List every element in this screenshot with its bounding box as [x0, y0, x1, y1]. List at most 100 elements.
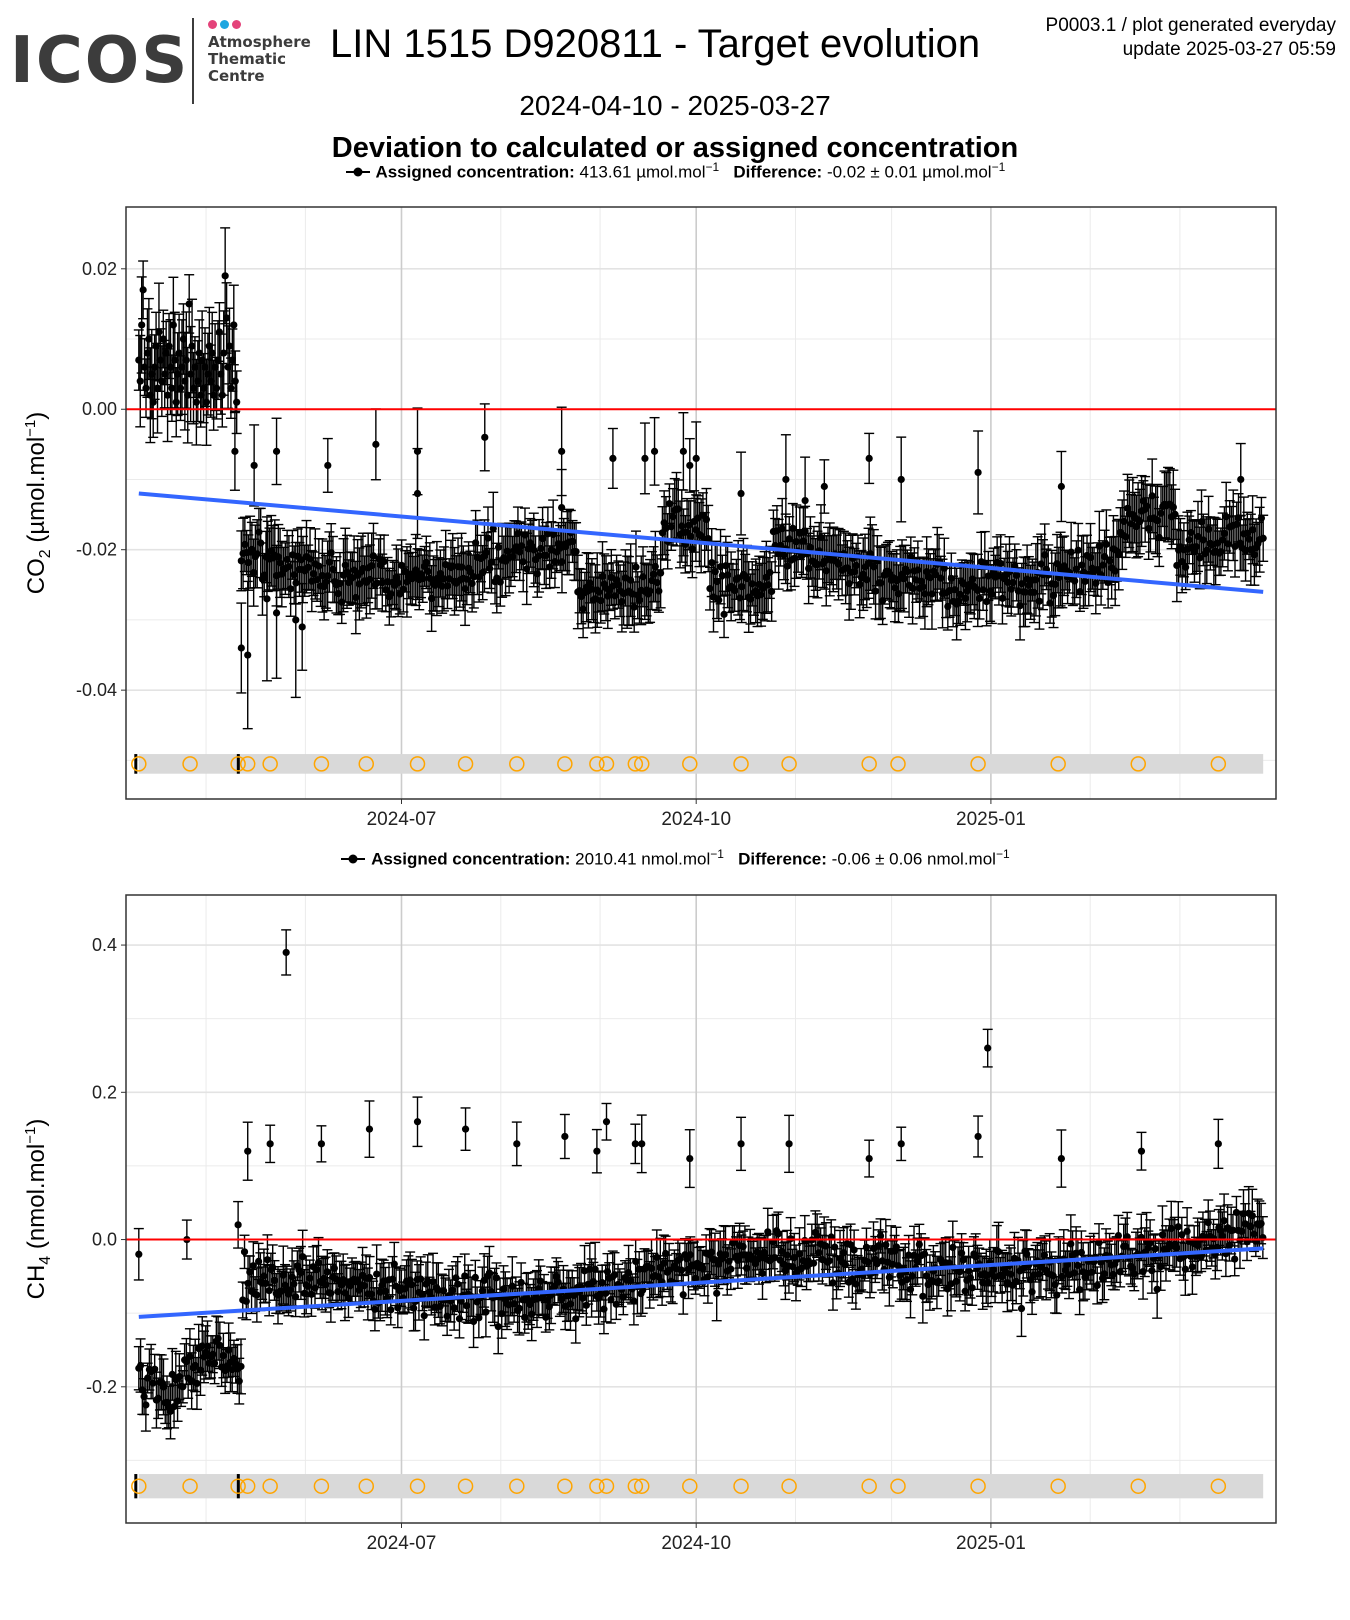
- legend-assigned-value: 413.61 µmol.mol: [579, 162, 706, 182]
- data-point: [1231, 542, 1239, 551]
- data-point: [292, 616, 300, 624]
- data-point: [228, 1365, 236, 1374]
- data-point: [378, 578, 386, 587]
- data-point: [494, 543, 503, 551]
- data-point: [1196, 554, 1204, 562]
- data-point: [1153, 516, 1162, 525]
- data-point: [148, 370, 156, 378]
- data-point: [274, 553, 282, 561]
- data-point: [679, 447, 687, 455]
- data-point: [1132, 522, 1140, 531]
- data-point: [318, 571, 326, 580]
- data-point: [1074, 546, 1082, 554]
- data-point: [194, 377, 202, 385]
- data-point: [1092, 579, 1100, 587]
- data-point: [159, 1383, 168, 1391]
- calibration-marker: [230, 756, 246, 772]
- data-point: [169, 321, 177, 329]
- data-point: [632, 563, 640, 571]
- data-point: [193, 1379, 201, 1388]
- data-point: [1222, 513, 1230, 521]
- data-point: [228, 356, 236, 364]
- data-point: [1250, 551, 1258, 559]
- data-point: [1139, 497, 1147, 505]
- y-tick-label: 0.2: [92, 1082, 117, 1102]
- data-point: [306, 1274, 314, 1282]
- data-point: [789, 524, 797, 532]
- data-point: [298, 623, 306, 631]
- calibration-marker: [633, 756, 650, 772]
- data-point: [196, 1366, 205, 1374]
- data-point: [185, 300, 193, 308]
- data-point: [442, 560, 450, 569]
- data-point: [283, 555, 291, 564]
- data-point: [163, 391, 172, 399]
- data-point: [227, 384, 235, 392]
- data-point: [1234, 514, 1243, 522]
- data-point: [937, 574, 945, 582]
- data-point: [306, 555, 314, 563]
- data-point: [270, 1276, 279, 1285]
- data-point: [1219, 536, 1227, 544]
- calibration-marker: [682, 756, 698, 772]
- data-point: [1071, 577, 1079, 585]
- data-point: [186, 1352, 194, 1361]
- data-point: [509, 552, 517, 561]
- data-point: [850, 568, 859, 576]
- data-point: [172, 398, 180, 406]
- data-point: [897, 475, 905, 484]
- data-point: [382, 586, 390, 594]
- data-point: [248, 545, 256, 553]
- data-point: [1257, 514, 1266, 522]
- legend-unit-sup: −1: [710, 847, 724, 861]
- data-point: [201, 363, 209, 371]
- data-point: [290, 571, 298, 579]
- data-point: [1187, 528, 1195, 537]
- data-point: [399, 585, 408, 594]
- product-info: P0003.1 / plot generated everyday update…: [1046, 14, 1336, 62]
- data-point: [304, 563, 312, 571]
- data-point: [246, 1268, 254, 1276]
- data-point: [1136, 517, 1144, 526]
- data-point: [170, 1403, 178, 1411]
- data-point: [292, 579, 300, 587]
- data-point: [1067, 548, 1075, 556]
- data-point: [184, 391, 192, 399]
- data-point: [1178, 558, 1186, 566]
- data-point: [768, 587, 776, 596]
- legend-ch4: Assigned concentration: 2010.41 nmol.mol…: [0, 847, 1350, 870]
- data-point: [879, 597, 887, 605]
- data-point: [776, 541, 785, 550]
- data-point: [189, 384, 198, 392]
- legend-difference-label: Difference:: [733, 162, 823, 182]
- data-point: [720, 610, 728, 618]
- data-point: [198, 1342, 206, 1350]
- data-point: [484, 534, 492, 542]
- data-point: [272, 609, 281, 617]
- data-point: [285, 562, 293, 571]
- data-point: [790, 554, 799, 562]
- data-point: [297, 1269, 305, 1277]
- data-point: [614, 581, 622, 589]
- data-point: [859, 570, 867, 578]
- data-point: [263, 1256, 272, 1264]
- data-point: [175, 1373, 183, 1381]
- data-point: [572, 547, 580, 556]
- data-point: [472, 539, 480, 547]
- calibration-marker: [1130, 1478, 1147, 1494]
- data-point: [181, 377, 189, 385]
- calibration-marker: [313, 1478, 330, 1494]
- legend-assigned-label: Assigned concentration:: [375, 162, 575, 182]
- y-tick-label: 0.02: [82, 259, 117, 279]
- data-point: [535, 552, 543, 560]
- legend-difference-label: Difference:: [738, 849, 827, 869]
- data-point: [775, 550, 783, 558]
- calibration-marker: [358, 756, 375, 772]
- data-point: [336, 579, 344, 588]
- data-point: [1035, 597, 1044, 605]
- marker-band: [138, 1474, 1264, 1499]
- data-point: [279, 1271, 287, 1279]
- data-point: [191, 1361, 199, 1370]
- data-point: [968, 575, 977, 583]
- data-point: [537, 544, 545, 553]
